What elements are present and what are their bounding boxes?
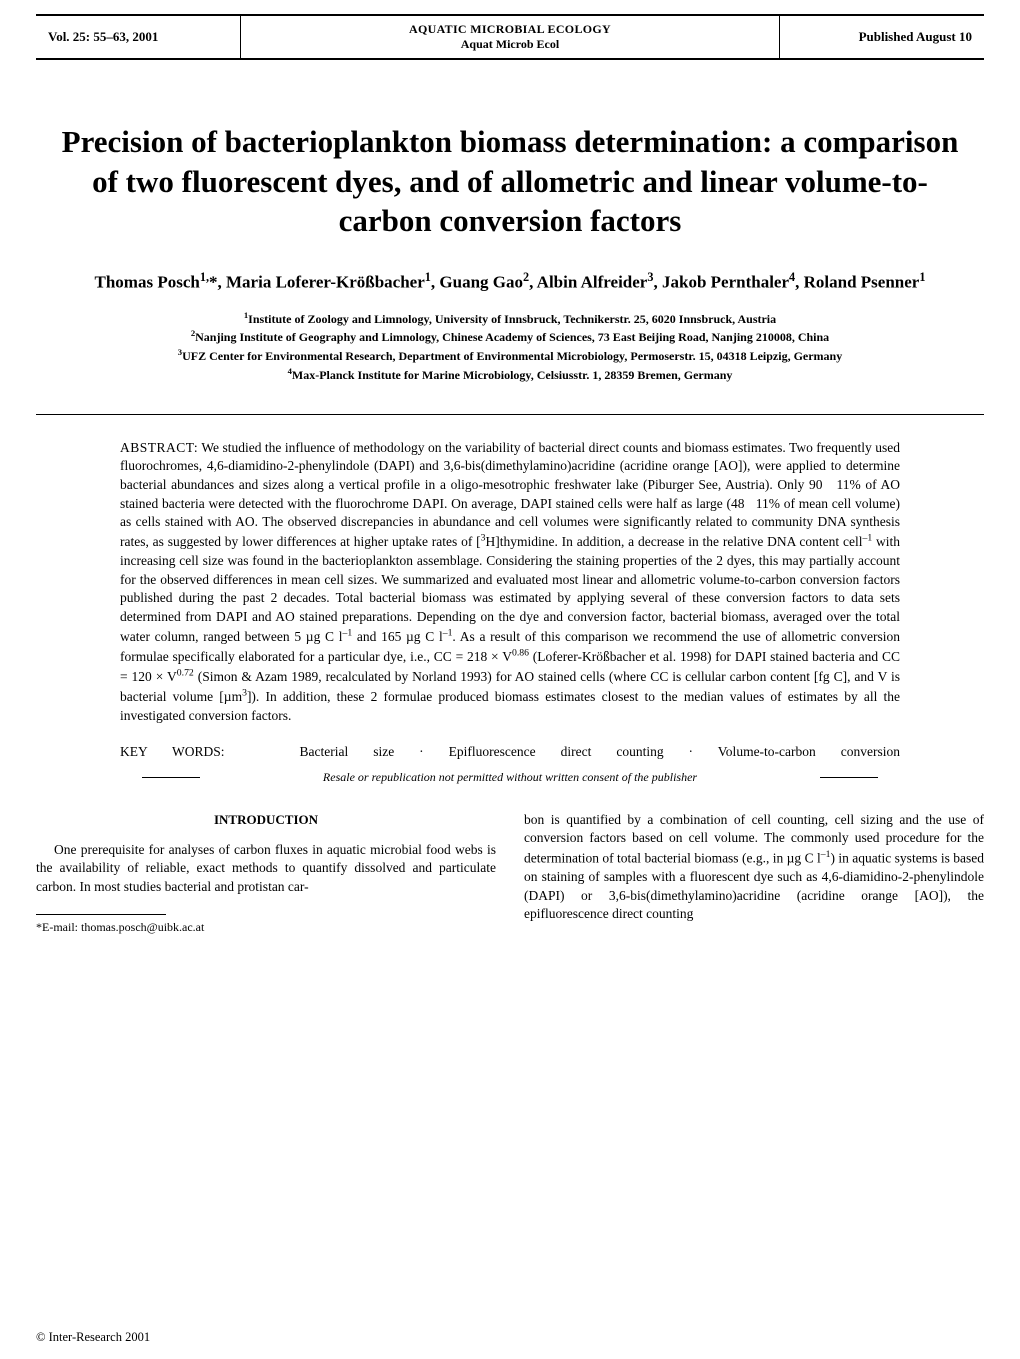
- publication-date: Published August 10: [779, 16, 984, 58]
- resale-notice: Resale or republication not permitted wi…: [120, 770, 900, 785]
- keywords-label: KEY WORDS:: [120, 744, 225, 759]
- journal-full-name: AQUATIC MICROBIAL ECOLOGY: [409, 22, 611, 37]
- abstract-label: ABSTRACT:: [120, 440, 198, 455]
- body-columns: INTRODUCTION One prerequisite for analys…: [36, 811, 984, 936]
- divider-top: [36, 414, 984, 415]
- affiliation-list: 1Institute of Zoology and Limnology, Uni…: [38, 309, 982, 384]
- corresponding-email: *E-mail: thomas.posch@uibk.ac.at: [36, 919, 496, 936]
- affiliation-1: 1Institute of Zoology and Limnology, Uni…: [38, 309, 982, 328]
- introduction-heading: INTRODUCTION: [36, 811, 496, 829]
- abstract-text: We studied the influence of methodology …: [120, 440, 900, 723]
- copyright-notice: © Inter-Research 2001: [36, 1330, 150, 1345]
- journal-short-name: Aquat Microb Ecol: [461, 37, 559, 52]
- footnote-rule: [36, 914, 166, 915]
- volume-citation: Vol. 25: 55–63, 2001: [36, 16, 241, 58]
- affiliation-3: 3UFZ Center for Environmental Research, …: [38, 346, 982, 365]
- affiliation-4: 4Max-Planck Institute for Marine Microbi…: [38, 365, 982, 384]
- article-title: Precision of bacterioplankton biomass de…: [60, 122, 960, 241]
- journal-title-block: AQUATIC MICROBIAL ECOLOGY Aquat Microb E…: [241, 16, 779, 58]
- right-column: bon is quantified by a combination of ce…: [524, 811, 984, 936]
- author-list: Thomas Posch1,*, Maria Loferer-Krößbache…: [60, 269, 960, 295]
- intro-para-left: One prerequisite for analyses of carbon …: [36, 841, 496, 897]
- journal-header: Vol. 25: 55–63, 2001 AQUATIC MICROBIAL E…: [36, 14, 984, 60]
- affiliation-2: 2Nanjing Institute of Geography and Limn…: [38, 327, 982, 346]
- keywords-block: KEY WORDS: Bacterial size · Epifluoresce…: [120, 744, 900, 760]
- left-column: INTRODUCTION One prerequisite for analys…: [36, 811, 496, 936]
- keywords-text: Bacterial size · Epifluorescence direct …: [299, 744, 900, 759]
- abstract-block: ABSTRACT: We studied the influence of me…: [120, 439, 900, 726]
- intro-para-right: bon is quantified by a combination of ce…: [524, 811, 984, 924]
